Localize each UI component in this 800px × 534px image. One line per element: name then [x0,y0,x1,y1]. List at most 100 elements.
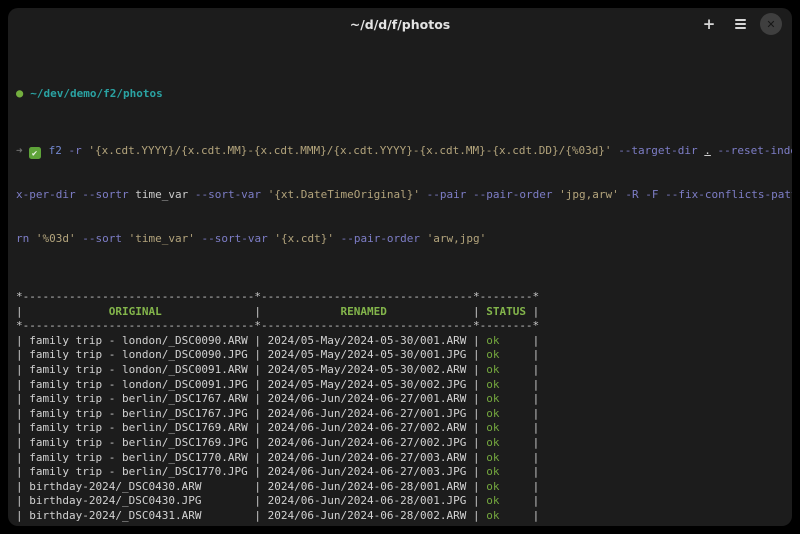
table-text: family trip - berlin/_DSC1767.ARW [29,392,248,406]
table-text: | [247,348,268,362]
menu-button[interactable] [729,13,751,35]
status-value: ok [486,363,526,377]
command-token [420,188,427,201]
table-text: | [247,363,268,377]
table-text: | [247,479,268,493]
command-token [261,188,268,201]
new-tab-button[interactable]: + [698,13,720,35]
command-token: '{xt.DateTimeOriginal}' [267,187,421,201]
command-token: '{x.cdt.YYYY}/{x.cdt.MM}-{x.cdt.MMM}/{x.… [88,144,612,158]
command-text: x-per-dir --sortr time_var --sort-var '{… [16,188,792,201]
table-text: | [16,524,29,526]
table-text: | [247,406,268,420]
table-text: | [16,436,30,450]
table-text: family trip - berlin/_DSC1770.ARW [29,450,248,464]
table-text: | [525,509,540,522]
table-header: | ORIGINAL | RENAMED | STATUS | [16,305,786,320]
table-text: | [466,406,487,420]
command-token: --sort-var [201,231,268,245]
status-value: ok [486,377,526,391]
table-text: | [247,304,268,318]
command-token: -F [645,187,659,201]
table-text: | [16,348,30,362]
table-text: 2024/05-May/2024-05-30/001.JPG [267,348,467,362]
table-row: | family trip - berlin/_DSC1770.JPG | 20… [16,465,786,480]
table-text: family trip - london/_DSC0091.ARW [29,363,248,377]
table-row: | birthday-2024/_DSC0430.ARW | 2024/06-J… [16,480,786,495]
table-text: | [466,524,486,526]
window-title: ~/d/d/f/photos [349,16,451,32]
prompt-arrow-icon: ➜ [16,144,23,158]
command-token: time_var [135,187,189,201]
command-token [62,144,69,157]
table-text: | [16,494,30,508]
table-text: family trip - berlin/_DSC1770.JPG [29,465,248,479]
status-value: ok [486,333,526,347]
table-text: | [525,436,540,450]
table-text: | [466,494,487,508]
table-text: | [16,479,30,493]
table-text: | [525,465,540,479]
table-text: | [525,348,540,362]
table-row: | family trip - berlin/_DSC1767.JPG | 20… [16,407,786,422]
table-row: | birthday-2024/_DSC0431.JPG | 2024/06-J… [16,524,786,526]
status-dot-icon: ● [16,85,24,100]
command-token: 'time_var' [128,231,195,245]
table-text: | [466,304,487,318]
status-value: ok [486,406,526,420]
terminal-content[interactable]: ● ~/dev/demo/f2/photos ➜ ✔ f2 -r '{x.cdt.YY… [8,40,792,526]
command-token: 'jpg,arw' [559,187,619,201]
prompt-line: ● ~/dev/demo/f2/photos [16,86,786,101]
table-text: | [525,406,540,420]
command-token: --target-dir [618,144,698,158]
table-text: 2024/06-Jun/2024-06-27/003.ARW [267,450,467,464]
table-text: 2024/06-Jun/2024-06-27/002.ARW [267,421,467,435]
table-row: | family trip - london/_DSC0090.JPG | 20… [16,348,786,363]
command-text: rn '%03d' --sort 'time_var' --sort-var '… [16,232,486,245]
status-value: ok [486,494,526,508]
table-text: 2024/06-Jun/2024-06-27/003.JPG [267,465,467,479]
table-text: | [525,377,540,391]
table-text: 2024/06-Jun/2024-06-27/001.JPG [267,406,467,420]
table-border: *-----------------------------------*---… [16,290,786,305]
table-text: | [466,377,487,391]
close-icon: ✕ [766,17,776,31]
table-text: 2024/05-May/2024-05-30/002.JPG [267,377,467,391]
table-text: | [466,436,487,450]
table-text: birthday-2024/_DSC0431.JPG [29,524,248,526]
table-text: family trip - berlin/_DSC1769.JPG [29,436,248,450]
table-text: | [247,494,268,508]
table-text: | [247,450,268,464]
rename-preview-table: *-----------------------------------*---… [16,290,786,526]
titlebar: ~/d/d/f/photos + ✕ [8,8,792,40]
table-text: | [247,392,268,406]
command-token: x-per-dir [16,187,76,201]
table-text: 2024/06-Jun/2024-06-28/001.ARW [267,479,467,493]
table-text: | [466,465,487,479]
table-row: | family trip - london/_DSC0090.ARW | 20… [16,334,786,349]
table-text: | [16,304,30,318]
column-header: STATUS [486,304,526,318]
table-text: | [466,421,487,435]
table-text: | [16,509,30,522]
status-value: ok [486,436,526,450]
command-token [122,232,129,245]
table-row: | family trip - london/_DSC0091.ARW | 20… [16,363,786,378]
command-token: --sort-var [194,187,262,201]
table-text: | [525,450,540,464]
status-value: ok [486,348,526,362]
table-row: | family trip - berlin/_DSC1767.ARW | 20… [16,392,786,407]
status-value: ok [486,465,526,479]
command-line-2: x-per-dir --sortr time_var --sort-var '{… [16,188,792,203]
table-text: | [526,524,540,526]
command-token: --sort [82,231,122,245]
command-token [420,232,427,245]
table-row: | birthday-2024/_DSC0431.ARW | 2024/06-J… [16,509,786,524]
table-text: | [247,377,268,391]
table-text: family trip - berlin/_DSC1767.JPG [29,406,248,420]
table-text: | [466,363,487,377]
table-border: *-----------------------------------*---… [16,319,786,334]
command-token: rn [16,231,30,245]
close-button[interactable]: ✕ [760,13,782,35]
